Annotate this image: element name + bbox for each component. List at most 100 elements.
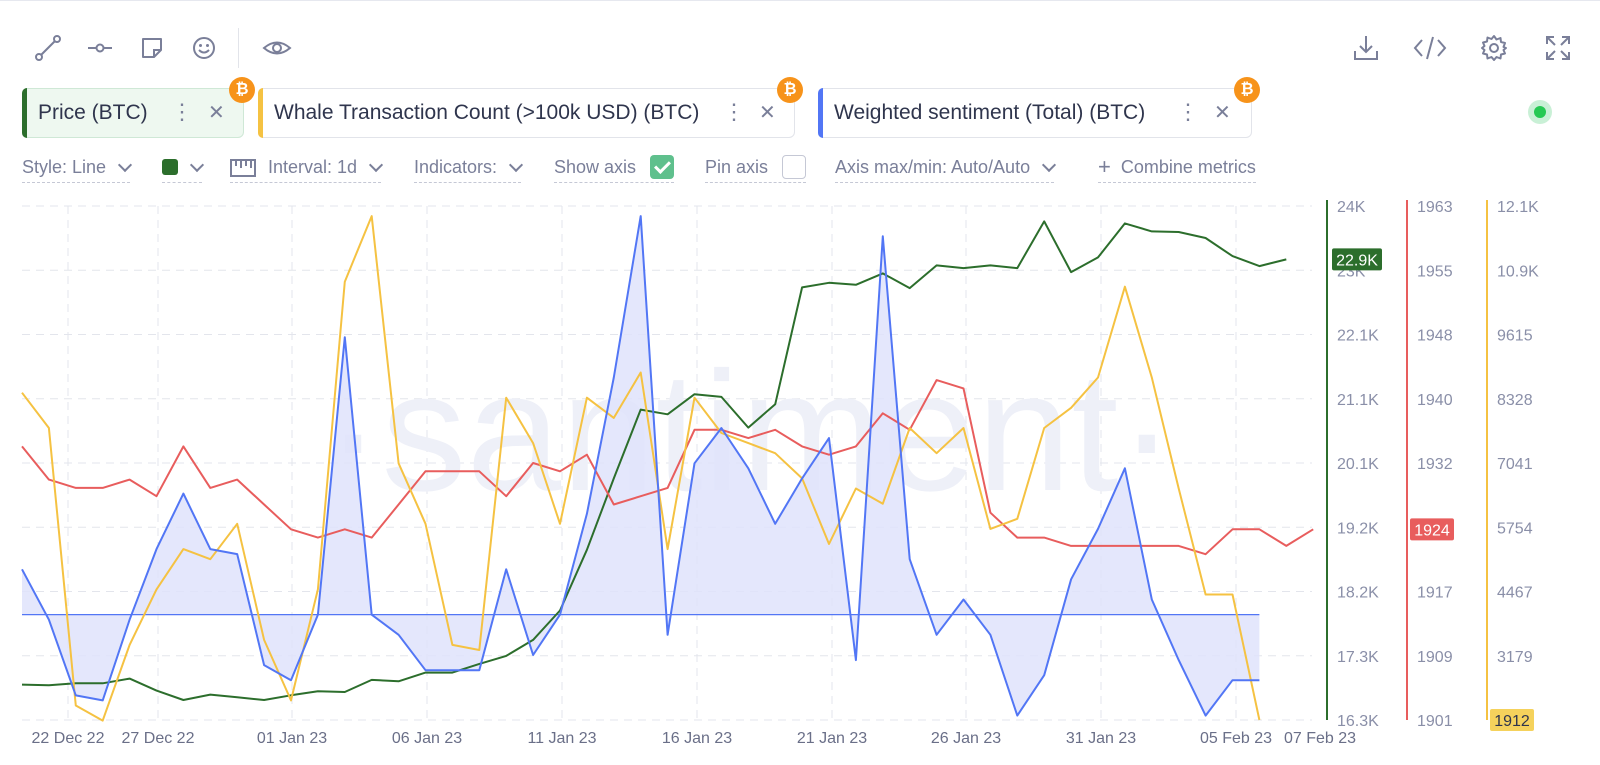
line-draw-icon[interactable] [30, 30, 66, 66]
bitcoin-icon: ₿ [777, 77, 803, 103]
x-axis-date-label: 05 Feb 23 [1200, 730, 1272, 747]
plus-icon: + [1098, 154, 1111, 179]
style-label: Style: Line [22, 156, 107, 177]
red-axis-tick-label: 1948 [1417, 328, 1453, 345]
drawing-toolbar [30, 28, 311, 68]
red-axis-tick-label: 1940 [1417, 392, 1453, 409]
metric-label: Whale Transaction Count (>100k USD) (BTC… [274, 101, 700, 124]
interval-dropdown[interactable]: Interval: 1d [230, 152, 384, 183]
whale-axis-tick-label: 8328 [1497, 392, 1533, 409]
x-axis-date-label: 27 Dec 22 [122, 730, 195, 747]
price-axis-tick-label: 17.3K [1337, 649, 1379, 666]
chart-gridlines [22, 205, 1312, 721]
pin-axis-toggle[interactable]: Pin axis [705, 152, 807, 183]
whale-axis-tick-label: 9615 [1497, 328, 1533, 345]
price-axis-current-value: 22.9K [1336, 252, 1378, 269]
whale-axis-tick-label: 5754 [1497, 520, 1533, 537]
indicators-label: Indicators: [414, 156, 498, 177]
metric-tab-price[interactable]: Price (BTC) ⋮ ✕ ₿ [22, 77, 255, 138]
more-options-icon[interactable]: ⋮ [723, 99, 745, 124]
chart-actions-toolbar [1320, 30, 1576, 66]
price-axis-current-badge [1332, 248, 1382, 271]
price-axis-tick-label: 18.2K [1337, 585, 1379, 602]
ruler-icon [230, 159, 256, 177]
close-icon[interactable]: ✕ [759, 102, 776, 124]
indicators-dropdown[interactable]: Indicators: [414, 152, 524, 183]
toolbar-divider [238, 28, 239, 68]
interval-label: Interval: 1d [268, 156, 358, 177]
color-picker[interactable] [162, 152, 205, 183]
price-axis-tick-label: 24K [1337, 199, 1366, 216]
sentiment-area [22, 216, 1260, 716]
red-axis-tick-label: 1917 [1417, 585, 1453, 602]
whale-axis-tick-label: 10.9K [1497, 263, 1539, 280]
x-axis-date-label: 22 Dec 22 [32, 730, 105, 747]
show-axis-checkbox[interactable] [650, 155, 675, 179]
pin-axis-checkbox[interactable] [782, 155, 807, 179]
chevron-down-icon [508, 157, 524, 172]
metric-color-bar [22, 88, 27, 138]
price-axis-tick-label: 19.2K [1337, 520, 1379, 537]
close-icon[interactable]: ✕ [208, 102, 225, 124]
red-axis-current-value: 1924 [1414, 522, 1450, 539]
close-icon[interactable]: ✕ [1214, 102, 1231, 124]
chevron-down-icon [1042, 157, 1057, 172]
emoji-icon[interactable] [186, 30, 222, 66]
x-axis-date-label: 01 Jan 23 [257, 730, 327, 747]
embed-code-icon[interactable] [1412, 30, 1448, 66]
settings-gear-icon[interactable] [1476, 30, 1512, 66]
axis-maxmin-label: Axis max/min: Auto/Auto [835, 156, 1031, 177]
sentiment-area-fill [22, 216, 1260, 716]
metric-tab-weighted-sentiment[interactable]: Weighted sentiment (Total) (BTC) ⋮ ✕ ₿ [818, 77, 1260, 138]
x-axis-date-label: 26 Jan 23 [931, 730, 1001, 747]
whale-axis-tick-label: 7041 [1497, 456, 1533, 473]
red-axis-current-badge [1410, 518, 1454, 541]
red-axis-tick-label: 1924 [1417, 520, 1453, 537]
chevron-down-icon [117, 157, 133, 172]
red-axis-tick-label: 1955 [1417, 263, 1453, 280]
metric-label: Price (BTC) [38, 101, 148, 124]
top-border [0, 0, 1600, 1]
style-dropdown[interactable]: Style: Line [22, 152, 133, 183]
price-axis-tick-label: 23K [1337, 263, 1366, 280]
show-axis-label: Show axis [554, 156, 637, 177]
combine-label: Combine metrics [1120, 156, 1256, 177]
red-axis-tick-label: 1963 [1417, 199, 1453, 216]
color-swatch [162, 159, 178, 175]
price-btc-line [21, 220, 1287, 701]
fullscreen-icon[interactable] [1540, 30, 1576, 66]
chevron-down-icon [189, 157, 205, 172]
x-axis-labels: 22 Dec 22 27 Dec 22 01 Jan 23 06 Jan 23 11 J… [32, 730, 1357, 747]
more-options-icon[interactable]: ⋮ [171, 99, 193, 124]
santiment-watermark: ·santiment· [325, 337, 1175, 527]
whale-transaction-count-100k-usd-btc-line [21, 215, 1261, 722]
whale-axis-tick-label: 12.1K [1497, 199, 1539, 216]
chevron-down-icon [368, 157, 384, 172]
red-axis-tick-label: 1909 [1417, 649, 1453, 666]
show-axis-toggle[interactable]: Show axis [554, 152, 675, 183]
red-series-line [21, 379, 1314, 556]
horizontal-ray-icon[interactable] [82, 30, 118, 66]
download-icon[interactable] [1348, 30, 1384, 66]
red-axis-tick-label: 1901 [1417, 713, 1453, 730]
note-icon[interactable] [134, 30, 170, 66]
whale-axis-tick-label: 4467 [1497, 585, 1533, 602]
whale-axis-current-value: 1912 [1494, 713, 1530, 730]
combine-metrics-button[interactable]: + Combine metrics [1098, 152, 1256, 183]
price-axis-tick-label: 20.1K [1337, 456, 1379, 473]
metric-color-bar [818, 88, 823, 138]
whale-axis-tick-label: 3179 [1497, 649, 1533, 666]
metric-tab-whale-transactions[interactable]: Whale Transaction Count (>100k USD) (BTC… [258, 77, 803, 138]
bitcoin-icon: ₿ [1234, 77, 1260, 103]
eye-icon[interactable] [259, 30, 295, 66]
price-axis-tick-label: 22.1K [1337, 328, 1379, 345]
x-axis-date-label: 06 Jan 23 [392, 730, 462, 747]
red-axis-tick-label: 1932 [1417, 456, 1453, 473]
more-options-icon[interactable]: ⋮ [1177, 99, 1199, 124]
price-axis-tick-label: 21.1K [1337, 392, 1379, 409]
axis-maxmin-dropdown[interactable]: Axis max/min: Auto/Auto [835, 152, 1057, 183]
x-axis-date-label: 07 Feb 23 [1284, 730, 1356, 747]
series-lines [21, 215, 1314, 722]
metric-label: Weighted sentiment (Total) (BTC) [834, 101, 1146, 124]
x-axis-date-label: 21 Jan 23 [797, 730, 867, 747]
